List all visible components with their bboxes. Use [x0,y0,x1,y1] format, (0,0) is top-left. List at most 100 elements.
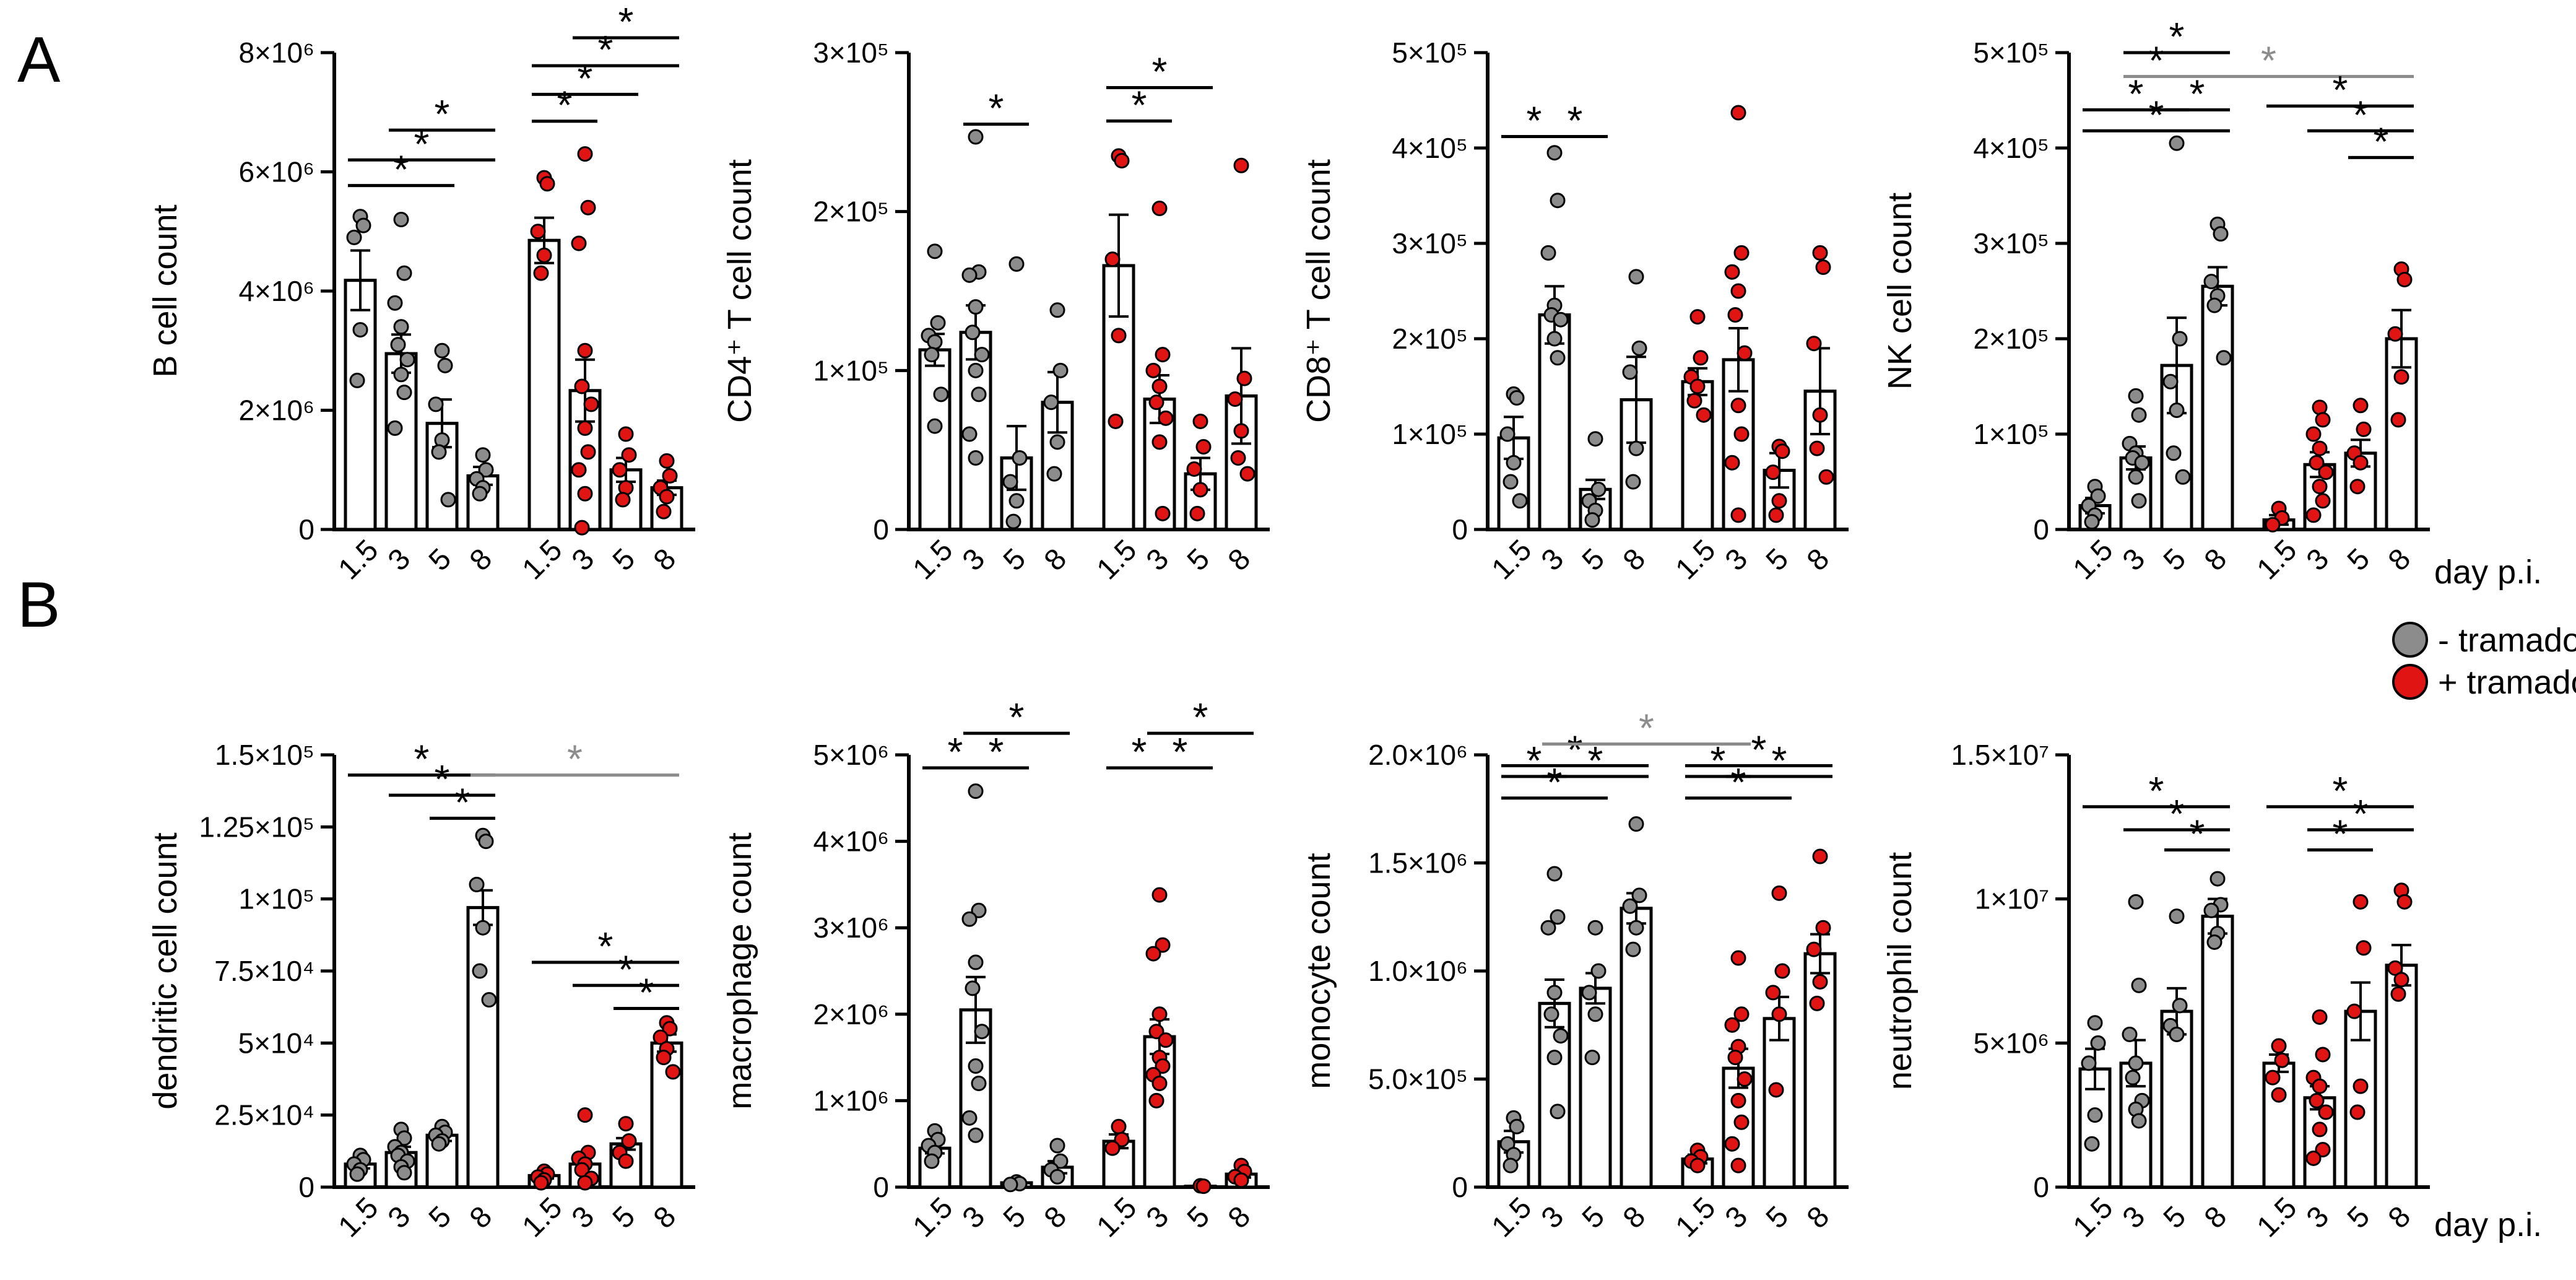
y-tick-label: 7.5×10⁴ [214,955,314,987]
data-point [399,352,415,368]
data-point [971,1075,987,1091]
y-tick-label: 3×10⁵ [1392,227,1468,259]
data-point [390,337,406,353]
data-point [2134,455,2150,471]
legend-marker-plus-tramadol [2392,664,2428,700]
x-tick-label: 5 [2158,1200,2192,1235]
data-point [612,462,628,478]
x-tick-label: 3 [1535,542,1570,577]
data-point [1506,455,1522,471]
data-point [1730,1157,1746,1173]
data-point [618,1116,634,1132]
significance-star: * [1772,738,1787,783]
x-tick-label: 5 [423,1200,458,1235]
data-point [1625,941,1641,957]
significance-star: * [2333,812,2348,856]
x-tick-label: 5 [2158,542,2192,577]
significance-star: * [598,924,614,969]
significance-star: * [1568,727,1583,772]
data-point [2346,1003,2362,1019]
data-point [1236,370,1252,386]
y-tick-label: 1.0×10⁶ [1368,955,1468,987]
data-point [1155,505,1171,521]
data-point [2396,894,2413,910]
data-point [1540,245,1556,261]
data-point [1733,1006,1750,1022]
significance-star: * [1568,98,1583,143]
x-tick-label: 1.5 [2067,1191,2120,1244]
y-tick-label: 5×10⁵ [1973,37,2049,69]
data-point [428,396,444,412]
x-tick-label: 5 [607,1200,641,1235]
data-point [1114,1131,1130,1147]
x-tick-label: 8 [1038,1200,1073,1235]
data-point [1233,157,1249,173]
data-point [1002,1177,1018,1193]
data-point [355,217,371,233]
data-point [1158,410,1174,426]
significance-star: * [578,56,593,100]
data-point [1587,431,1603,447]
x-tick-label: 3 [566,542,601,577]
data-point [1111,1118,1127,1134]
data-point [472,963,488,979]
data-point [536,247,552,263]
data-point [968,1127,984,1143]
data-point [1737,1071,1753,1087]
data-point [2390,412,2406,428]
data-point [577,420,593,436]
x-tick-label: 1.5 [1091,1191,1143,1244]
significance-star: * [618,0,634,44]
data-point [2353,894,2369,910]
data-point [1737,345,1753,361]
significance-star: * [639,970,654,1014]
y-tick-label: 5×10⁶ [1973,1027,2049,1059]
chart-panel-4: 0 1×10⁵ 2×10⁵ 3×10⁵ 4×10⁵ 5×10⁵ NK cell count 1… [1881,14,2430,586]
y-tick-label: 1×10⁵ [813,354,889,386]
data-point [1730,398,1746,414]
data-point [924,347,940,363]
data-point [2393,369,2409,385]
x-axis-unit-row-a: day p.i. [2434,554,2542,591]
y-tick-label: 4×10⁶ [813,825,889,858]
data-point [1693,350,1709,366]
data-point [472,485,488,502]
data-point [1151,887,1168,903]
bar [2201,915,2234,1189]
y-tick-label: 1.5×10⁵ [215,739,314,771]
data-point [1590,963,1607,979]
y-axis-label: B cell count [147,204,184,377]
data-point [1584,512,1600,528]
data-point [577,342,593,359]
bar [527,238,561,531]
data-point [580,199,596,216]
data-point [1052,362,1069,378]
data-point [1546,145,1563,161]
x-tick-label: 3 [1140,1200,1175,1235]
y-tick-label: 5×10⁴ [238,1027,314,1059]
data-point [1158,1032,1174,1048]
data-point [2090,1035,2106,1051]
data-point [1049,1138,1065,1154]
y-axis-label: CD8⁺ T cell count [1300,159,1337,423]
data-point [618,1153,634,1169]
data-point [1730,950,1746,966]
x-tick-label: 8 [1617,1200,1652,1235]
data-point [1052,1153,1069,1169]
significance-star: * [1132,82,1147,127]
data-point [1724,264,1740,280]
data-point [1625,474,1641,490]
x-tick-label: 8 [464,1200,498,1235]
data-point [2271,1038,2287,1054]
significance-star: * [2169,14,2185,59]
data-point [659,453,675,469]
data-point [1733,1114,1750,1130]
data-point [1771,885,1787,901]
data-point [1043,394,1059,411]
data-point [1503,1157,1519,1173]
significance-star: * [2149,768,2164,813]
data-point [1550,193,1566,209]
data-point [1046,466,1062,482]
data-point [571,235,587,251]
data-point [396,385,412,401]
